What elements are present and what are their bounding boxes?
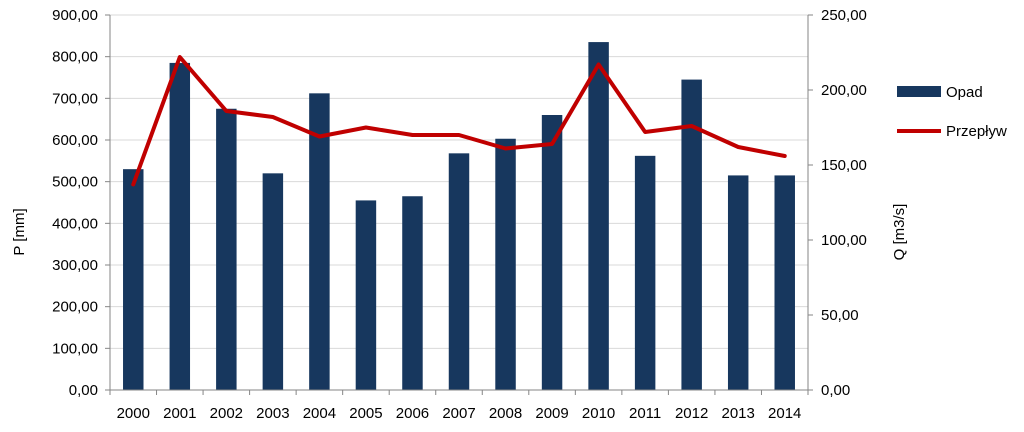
x-tick-label: 2007 [442, 405, 475, 422]
right-tick-label: 100,00 [821, 232, 867, 249]
legend-przeplyw-label: Przepływ [946, 123, 1007, 140]
right-tick-label: 250,00 [821, 7, 867, 24]
left-tick-label: 800,00 [52, 49, 98, 66]
left-tick-label: 400,00 [52, 215, 98, 232]
x-tick-label: 2014 [768, 405, 801, 422]
x-tick-label: 2008 [489, 405, 522, 422]
opad-bar-2013 [727, 175, 749, 390]
x-axis-ticks: 2000 2001 2002 2003 2004 2005 2006 2007 2008 2009… [109, 390, 809, 422]
opad-bar-2000 [123, 169, 144, 390]
right-axis-ticks: 0,00 50,00 100,00 150,00 200,00 250,00 [808, 7, 867, 399]
right-tick-label: 50,00 [821, 307, 859, 324]
opad-bar-2006 [402, 196, 423, 390]
przeplyw-line [131, 55, 787, 187]
left-tick-label: 700,00 [52, 90, 98, 107]
left-axis-ticks: 0,00 100,00 200,00 300,00 400,00 500,00 600,00… [52, 7, 110, 399]
right-tick-label: 200,00 [821, 82, 867, 99]
x-tick-label: 2011 [629, 405, 661, 422]
opad-bar-2014 [774, 175, 795, 390]
opad-bar-2004 [309, 93, 330, 390]
left-tick-label: 200,00 [52, 299, 98, 316]
left-axis-title: P [mm] [11, 208, 28, 255]
x-tick-label: 2000 [117, 405, 150, 422]
x-tick-label: 2009 [535, 405, 568, 422]
legend-opad-label: Opad [946, 84, 983, 101]
x-tick-label: 2013 [722, 405, 755, 422]
axes [109, 15, 809, 391]
left-tick-label: 0,00 [69, 382, 98, 399]
legend-opad-swatch [897, 86, 941, 97]
opad-bar-2010 [588, 42, 609, 390]
opad-bar-2001 [169, 62, 191, 391]
x-tick-label: 2012 [675, 405, 708, 422]
left-tick-label: 600,00 [52, 132, 98, 149]
opad-bar-2007 [448, 153, 470, 390]
opad-bar-2002 [216, 108, 237, 390]
left-tick-label: 900,00 [52, 7, 98, 24]
x-tick-label: 2005 [349, 405, 382, 422]
right-tick-label: 0,00 [821, 382, 850, 399]
opad-bar-2011 [634, 155, 656, 390]
opad-bar-2009 [541, 115, 563, 390]
opad-bar-2012 [681, 79, 702, 390]
x-tick-label: 2003 [256, 405, 289, 422]
opad-bar-2005 [355, 200, 377, 390]
x-tick-label: 2010 [582, 405, 615, 422]
left-tick-label: 100,00 [52, 340, 98, 357]
left-tick-label: 500,00 [52, 174, 98, 191]
opad-bar-2008 [495, 138, 516, 390]
left-tick-label: 300,00 [52, 257, 98, 274]
legend: Opad Przepływ [897, 84, 1007, 140]
x-tick-label: 2006 [396, 405, 429, 422]
right-axis-title: Q [m3/s] [891, 204, 908, 261]
x-tick-label: 2002 [210, 405, 243, 422]
opad-bars [123, 42, 795, 391]
x-tick-label: 2001 [163, 405, 196, 422]
x-tick-label: 2004 [303, 405, 336, 422]
opad-bar-2003 [262, 173, 284, 390]
right-tick-label: 150,00 [821, 157, 867, 174]
